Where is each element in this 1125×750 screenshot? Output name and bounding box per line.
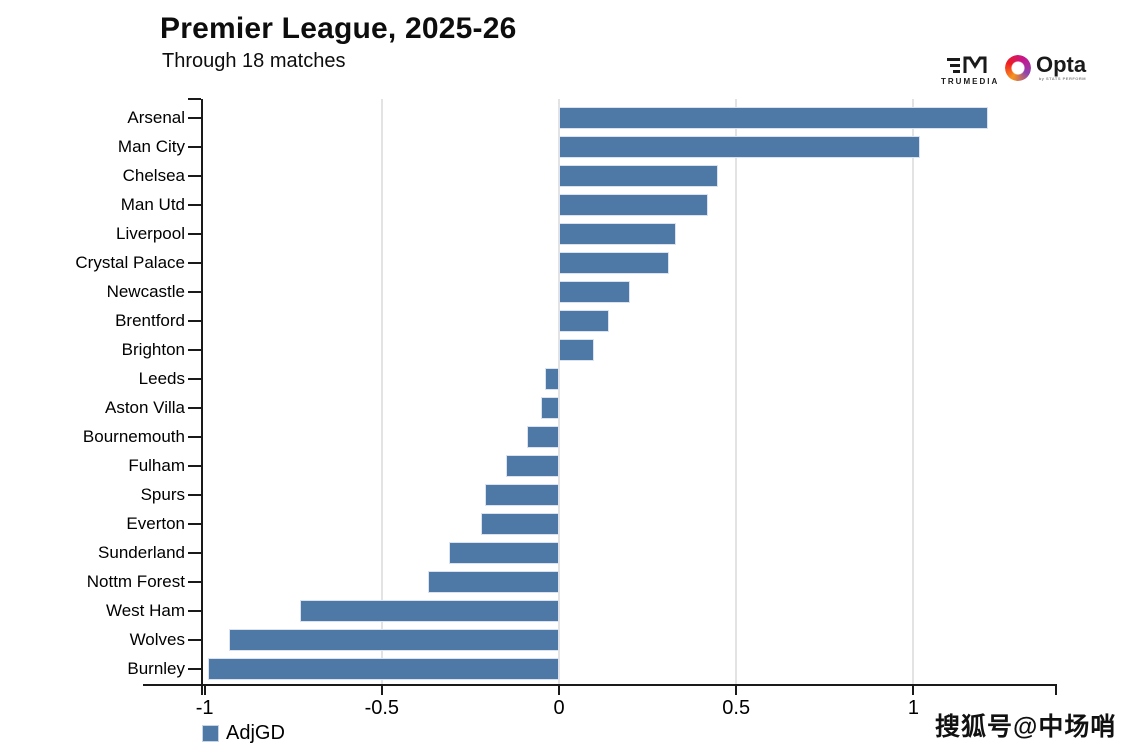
chart-title: Premier League, 2025-26 xyxy=(160,12,517,45)
team-label: Brentford xyxy=(115,310,185,330)
x-tick-label: -0.5 xyxy=(364,697,400,719)
bar-chelsea xyxy=(559,164,719,187)
bar-spurs xyxy=(484,484,559,507)
y-axis-tick xyxy=(188,145,201,148)
y-axis-tick xyxy=(188,436,201,439)
bar-liverpool xyxy=(559,222,676,245)
y-axis-tick xyxy=(188,232,201,235)
y-axis-tick xyxy=(188,639,201,642)
team-label: Bournemouth xyxy=(82,427,185,447)
team-label: Leeds xyxy=(138,368,185,388)
y-axis-tick xyxy=(188,465,201,468)
chart-subtitle: Through 18 matches xyxy=(162,50,346,72)
bar-leeds xyxy=(544,367,559,390)
bar-bournemouth xyxy=(527,426,559,449)
team-label: Wolves xyxy=(129,630,185,650)
y-axis-tick xyxy=(188,407,201,410)
team-label: Nottm Forest xyxy=(86,572,185,592)
legend-swatch-adjgd xyxy=(202,725,219,742)
y-axis-tick xyxy=(188,523,201,526)
bar-sunderland xyxy=(449,542,559,565)
bar-nottm-forest xyxy=(427,571,559,594)
team-label: Liverpool xyxy=(116,223,185,243)
x-tick-label: -1 xyxy=(195,697,214,719)
x-axis-line xyxy=(143,684,1057,686)
y-axis-tick xyxy=(188,319,201,322)
y-axis-tick xyxy=(188,348,201,351)
team-label: Brighton xyxy=(121,339,185,359)
team-label: Fulham xyxy=(128,456,185,476)
y-axis-tick xyxy=(188,377,201,380)
gridline-0 xyxy=(558,99,560,684)
bar-brentford xyxy=(559,309,609,332)
legend: AdjGD xyxy=(202,722,285,745)
y-axis-tick xyxy=(188,668,201,671)
x-tick-label: 1 xyxy=(907,697,919,719)
y-axis-tick xyxy=(188,203,201,206)
team-label: Man Utd xyxy=(120,194,185,214)
team-label: Man City xyxy=(117,136,185,156)
x-tick-label: 0 xyxy=(553,697,565,719)
gridline--0.5 xyxy=(380,99,383,684)
trumedia-label: TRUMEDIA xyxy=(941,77,1000,86)
opta-sub-label: by STATS PERFORM xyxy=(1038,76,1087,81)
team-label: Spurs xyxy=(140,485,185,505)
y-axis-line xyxy=(201,99,203,695)
opta-logo: Opta by STATS PERFORM xyxy=(1005,54,1086,81)
x-axis-tick--1 xyxy=(203,684,206,695)
y-axis-tick xyxy=(188,581,201,584)
team-label: Arsenal xyxy=(127,107,185,127)
bar-man-city xyxy=(559,135,921,158)
trumedia-logo: TRUMEDIA xyxy=(941,55,1000,86)
bar-west-ham xyxy=(300,600,559,623)
bar-brighton xyxy=(559,338,595,361)
team-label: Sunderland xyxy=(98,543,185,563)
y-axis-tick xyxy=(188,290,201,293)
x-axis-tick-0.5 xyxy=(735,684,738,695)
team-label: Burnley xyxy=(127,659,185,679)
x-axis-tick-0 xyxy=(558,684,560,695)
x-tick-label: 0.5 xyxy=(722,697,751,719)
y-axis-tick xyxy=(188,610,201,613)
bar-arsenal xyxy=(559,106,988,129)
opta-label: Opta xyxy=(1036,52,1087,77)
bar-everton xyxy=(481,513,559,536)
bar-aston-villa xyxy=(541,397,559,420)
x-axis-tick-1 xyxy=(912,684,915,695)
bar-newcastle xyxy=(559,280,630,303)
bar-burnley xyxy=(208,658,559,681)
team-label: Chelsea xyxy=(122,165,185,185)
bar-man-utd xyxy=(559,193,708,216)
team-label: Everton xyxy=(126,514,185,534)
gridline-1 xyxy=(912,99,915,684)
x-axis-tick--0.5 xyxy=(380,684,383,695)
team-label: Newcastle xyxy=(106,281,185,301)
legend-label-adjgd: AdjGD xyxy=(226,722,285,744)
bar-fulham xyxy=(505,455,559,478)
y-axis-tick xyxy=(188,261,201,264)
watermark-text: 搜狐号@中场哨 xyxy=(935,713,1117,741)
bar-wolves xyxy=(229,629,559,652)
team-label: West Ham xyxy=(105,601,185,621)
y-axis-tick xyxy=(188,494,201,497)
y-axis-tick xyxy=(188,552,201,555)
opta-ring-icon xyxy=(1005,54,1031,81)
trumedia-logo-icon xyxy=(947,56,987,73)
y-axis-end-cap xyxy=(188,98,201,100)
team-label: Aston Villa xyxy=(104,398,185,418)
y-axis-tick xyxy=(188,174,201,177)
gridline-0.5 xyxy=(735,99,738,684)
bar-crystal-palace xyxy=(559,251,669,274)
team-label: Crystal Palace xyxy=(75,252,185,272)
x-axis-end-cap xyxy=(1055,684,1057,695)
y-axis-tick xyxy=(188,116,201,119)
